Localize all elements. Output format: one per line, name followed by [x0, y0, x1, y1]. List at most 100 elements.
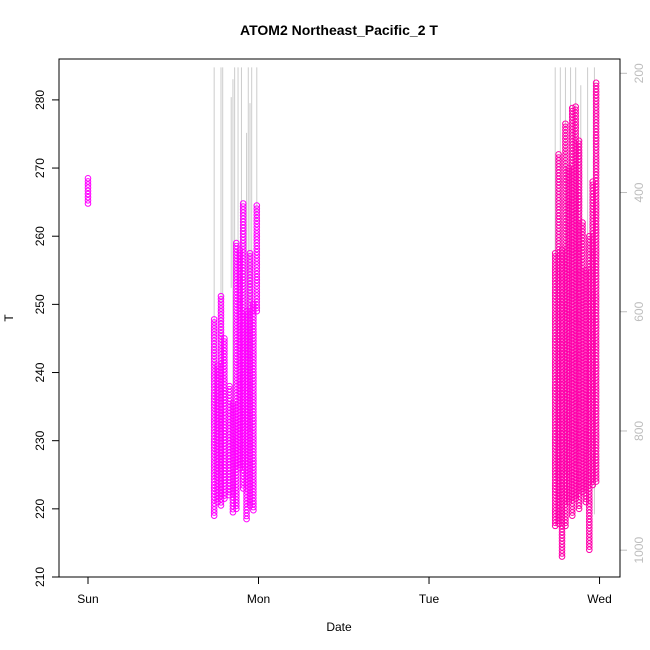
data-point: [562, 516, 569, 524]
data-point: [243, 405, 250, 413]
data-point: [210, 500, 218, 507]
data-point: [568, 300, 576, 308]
data-point: [214, 396, 221, 404]
data-point: [592, 346, 600, 353]
data-point: [233, 389, 240, 397]
data-point: [562, 141, 569, 149]
data-point: [579, 225, 586, 232]
data-point: [575, 315, 583, 322]
data-point: [575, 496, 583, 503]
data-point: [250, 344, 257, 351]
data-point: [565, 403, 573, 411]
data-point: [579, 381, 586, 389]
data-point: [579, 280, 586, 288]
data-point: [565, 483, 573, 491]
data-point: [250, 359, 257, 367]
data-point: [210, 463, 218, 470]
data-point: [568, 184, 576, 192]
data-point: [592, 456, 600, 464]
data-point: [210, 435, 218, 443]
data-point: [568, 429, 576, 437]
data-point: [586, 540, 593, 547]
data-point: [555, 505, 562, 512]
data-point: [562, 120, 569, 128]
data-point: [592, 174, 600, 182]
data-point: [579, 265, 586, 272]
data-point: [243, 488, 250, 495]
data-point: [572, 382, 579, 389]
data-point: [586, 518, 593, 526]
data-point: [575, 250, 583, 258]
data-point: [565, 434, 573, 441]
data-point: [568, 414, 576, 421]
data-point: [565, 222, 573, 230]
data-point: [562, 163, 569, 171]
data-point: [565, 183, 573, 190]
data-point: [562, 292, 569, 299]
data-point: [562, 126, 569, 134]
data-point: [555, 228, 562, 235]
data-point: [575, 465, 583, 473]
data-point: [551, 498, 559, 505]
data-point: [562, 356, 569, 364]
data-point: [572, 473, 579, 481]
data-point: [592, 131, 600, 139]
data-point: [555, 498, 562, 506]
data-point: [565, 492, 573, 500]
data-point: [217, 311, 225, 318]
data-point: [568, 135, 576, 143]
data-point: [568, 325, 576, 333]
data-point: [555, 502, 562, 509]
data-point: [217, 326, 225, 334]
data-point: [565, 287, 573, 294]
data-point: [579, 464, 586, 471]
data-point: [243, 497, 250, 505]
data-point: [575, 149, 583, 157]
data-point: [592, 189, 600, 197]
data-point: [210, 331, 218, 338]
data-point: [568, 267, 576, 274]
data-point: [233, 410, 240, 418]
data-point: [555, 471, 562, 478]
data-point: [562, 399, 569, 407]
data-point: [562, 252, 569, 260]
data-point: [562, 519, 569, 527]
data-point: [575, 474, 583, 482]
data-point: [558, 540, 566, 548]
data-point: [572, 437, 579, 444]
data-point: [575, 468, 583, 476]
data-point: [226, 382, 233, 390]
data-point: [236, 406, 244, 413]
data-point: [214, 393, 221, 400]
y-tick-label: 210: [33, 567, 47, 587]
data-point: [579, 274, 586, 281]
data-point: [210, 460, 218, 467]
data-point: [233, 331, 240, 338]
data-point: [568, 362, 576, 369]
data-point: [568, 273, 576, 280]
data-point: [246, 369, 254, 377]
data-point: [217, 502, 225, 509]
data-point: [562, 234, 569, 241]
data-point: [246, 452, 254, 460]
data-point: [243, 485, 250, 492]
data-point: [253, 298, 261, 306]
data-point: [565, 271, 573, 279]
data-point: [592, 159, 600, 166]
y-axis-label: T: [2, 314, 16, 322]
data-point: [236, 430, 244, 438]
data-point: [592, 156, 600, 163]
data-point: [555, 480, 562, 488]
data-point: [210, 362, 218, 369]
data-point: [568, 509, 576, 516]
data-point: [572, 470, 579, 478]
data-point: [253, 267, 261, 275]
data-point: [592, 404, 600, 412]
data-point: [575, 450, 583, 457]
data-point: [565, 170, 573, 178]
data-point: [210, 337, 218, 345]
data-point: [575, 318, 583, 326]
data-point: [565, 336, 573, 343]
data-point: [246, 440, 254, 448]
data-point: [562, 341, 569, 349]
